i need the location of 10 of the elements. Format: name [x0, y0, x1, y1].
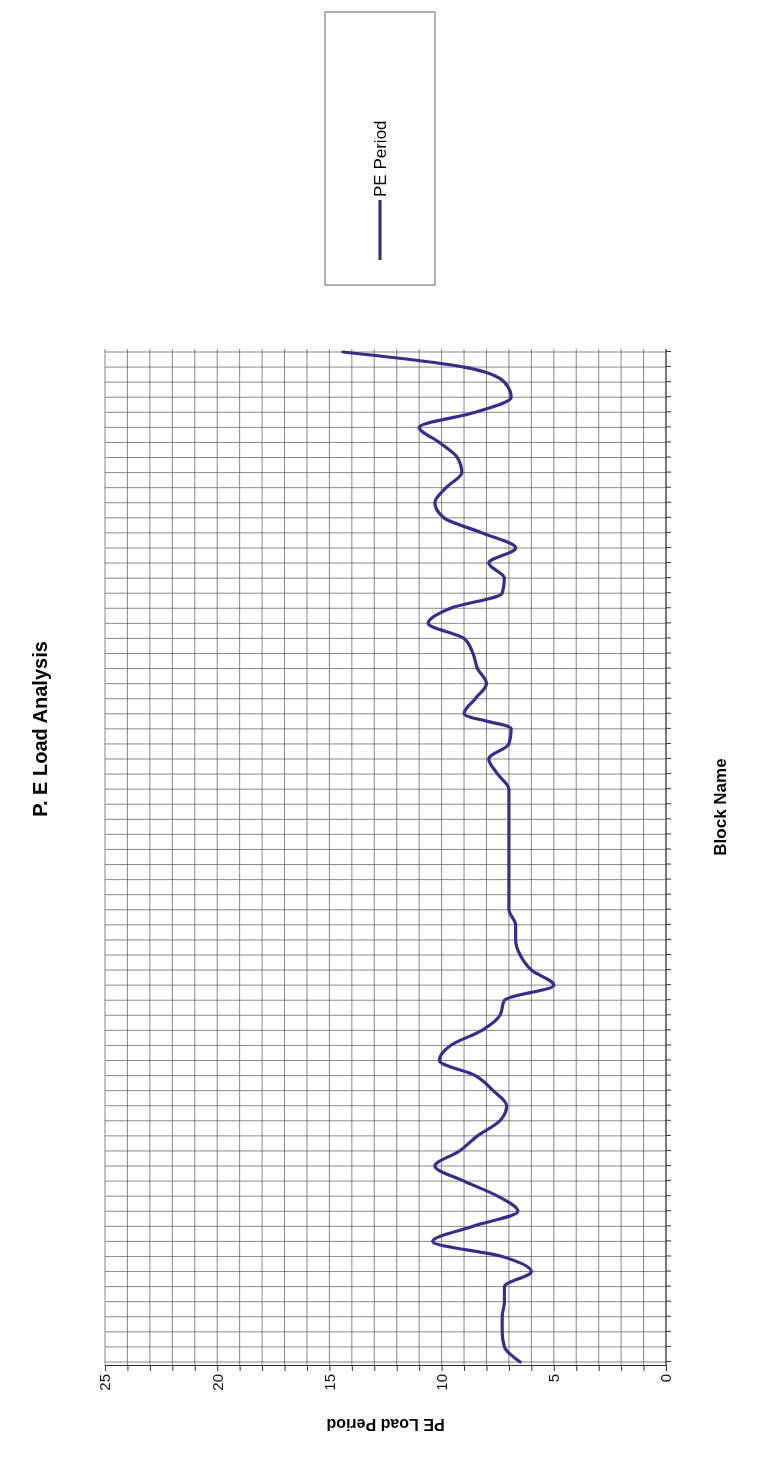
x-tick-label: 10	[432, 1374, 450, 1391]
y-axis-title: Block Name	[711, 758, 730, 856]
x-tick-label: 15	[320, 1374, 338, 1391]
x-tick-label: 25	[96, 1374, 114, 1391]
x-tick-label: 20	[208, 1374, 226, 1391]
x-axis-title: PE Load Period	[326, 1416, 445, 1433]
x-tick-label: 0	[657, 1374, 675, 1383]
text: P. E Load Analysis	[29, 641, 51, 817]
x-tick-label: 5	[545, 1374, 563, 1383]
text: PE Period	[371, 120, 390, 197]
